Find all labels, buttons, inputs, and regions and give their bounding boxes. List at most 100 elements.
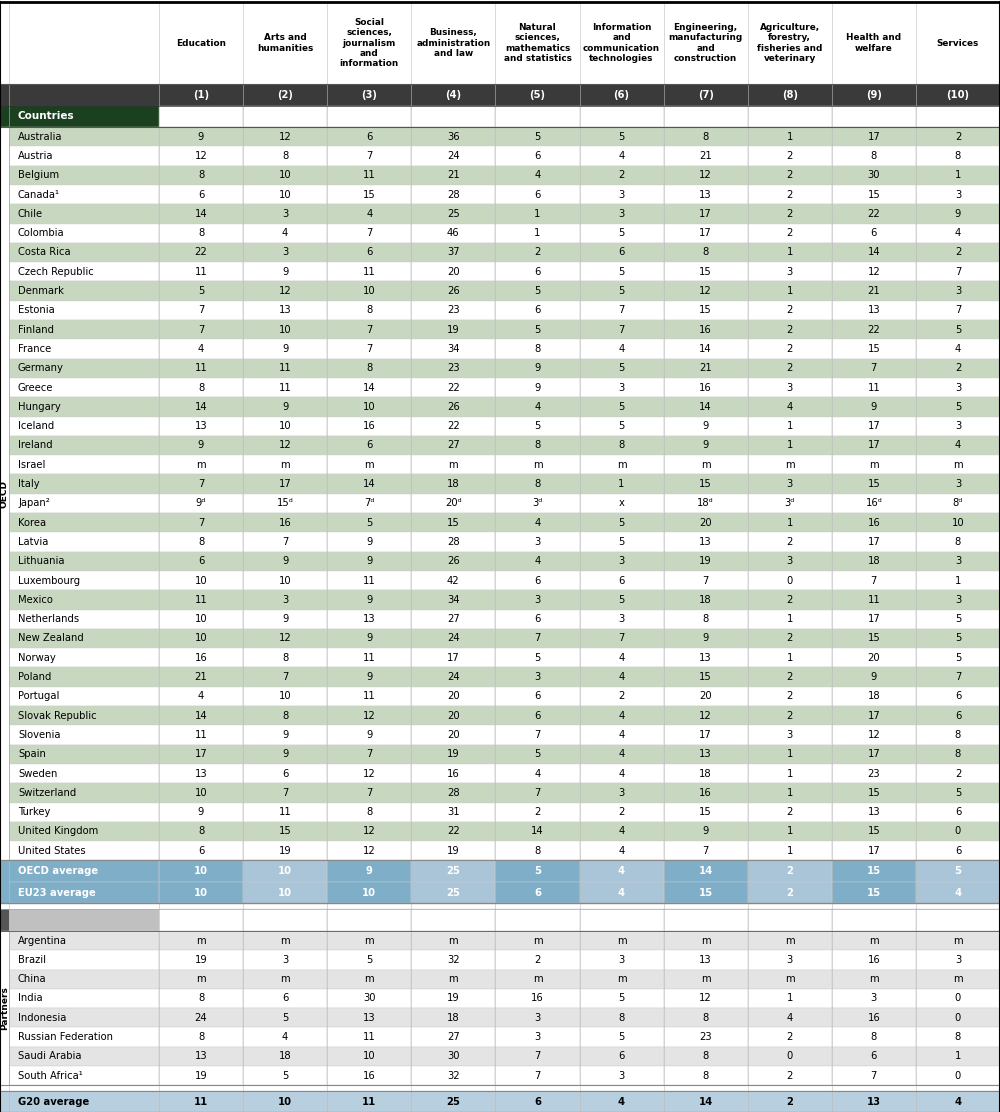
Text: 8: 8	[955, 151, 961, 161]
Text: 17: 17	[867, 131, 880, 141]
Text: 0: 0	[955, 993, 961, 1003]
Text: 12: 12	[363, 768, 376, 778]
Bar	[748, 1091, 832, 1112]
Text: 7: 7	[534, 1071, 541, 1081]
Bar	[243, 455, 327, 475]
Text: 5: 5	[366, 955, 372, 965]
Bar	[9, 783, 159, 803]
Text: 4: 4	[198, 344, 204, 354]
Bar	[580, 1066, 664, 1085]
Text: 2: 2	[787, 672, 793, 682]
Bar	[0, 436, 9, 455]
Text: 14: 14	[195, 711, 207, 721]
Text: 13: 13	[195, 768, 207, 778]
Text: 14: 14	[699, 1098, 713, 1108]
Bar	[664, 262, 748, 281]
Bar	[495, 397, 580, 417]
Bar	[9, 764, 159, 783]
Bar	[916, 725, 1000, 745]
Bar	[411, 339, 495, 358]
Bar	[0, 803, 9, 822]
Bar	[411, 185, 495, 205]
Bar	[580, 882, 664, 903]
Bar	[916, 803, 1000, 822]
Bar	[327, 397, 411, 417]
Bar	[327, 513, 411, 533]
Text: 11: 11	[362, 1098, 376, 1108]
Text: Education: Education	[176, 39, 226, 48]
Text: 6: 6	[366, 440, 372, 450]
Bar	[580, 989, 664, 1009]
Text: 4: 4	[618, 653, 625, 663]
Bar	[495, 1027, 580, 1046]
Text: 2: 2	[955, 248, 961, 258]
Text: 3: 3	[282, 248, 288, 258]
Text: 10: 10	[952, 518, 964, 528]
Bar	[327, 648, 411, 667]
Bar	[327, 1066, 411, 1085]
Text: 1: 1	[787, 518, 793, 528]
Text: 18: 18	[868, 556, 880, 566]
Bar	[159, 764, 243, 783]
Bar	[495, 745, 580, 764]
Bar	[832, 970, 916, 989]
Bar	[495, 205, 580, 224]
Text: 23: 23	[868, 768, 880, 778]
Bar	[9, 910, 159, 931]
Bar	[580, 970, 664, 989]
Text: 17: 17	[867, 711, 880, 721]
Bar	[748, 1046, 832, 1066]
Text: 5: 5	[955, 325, 961, 335]
Text: (4): (4)	[445, 90, 461, 100]
Text: 1: 1	[534, 209, 541, 219]
Bar	[580, 570, 664, 590]
Bar	[411, 494, 495, 513]
Text: 11: 11	[363, 267, 376, 277]
Bar	[664, 841, 748, 861]
Bar	[495, 931, 580, 950]
Text: United Kingdom: United Kingdom	[18, 826, 98, 836]
Text: 11: 11	[195, 267, 207, 277]
Text: 11: 11	[867, 383, 880, 393]
Bar	[916, 970, 1000, 989]
Bar	[9, 861, 159, 882]
Text: 19: 19	[195, 955, 207, 965]
Text: 20: 20	[868, 653, 880, 663]
Text: 24: 24	[447, 634, 460, 644]
Text: 7: 7	[198, 518, 204, 528]
Bar	[411, 667, 495, 687]
Text: 3: 3	[534, 672, 541, 682]
Bar	[327, 950, 411, 970]
Text: 17: 17	[867, 440, 880, 450]
Text: 8: 8	[282, 711, 288, 721]
Bar	[916, 262, 1000, 281]
Bar	[748, 628, 832, 648]
Bar	[9, 300, 159, 320]
Bar	[0, 166, 9, 185]
Text: 11: 11	[867, 595, 880, 605]
Bar	[580, 841, 664, 861]
Text: 8: 8	[955, 749, 961, 759]
Bar	[495, 552, 580, 570]
Text: 4: 4	[618, 151, 625, 161]
Bar	[0, 989, 9, 1009]
Bar	[159, 533, 243, 552]
Bar	[411, 882, 495, 903]
Bar	[159, 861, 243, 882]
Bar	[411, 803, 495, 822]
Bar	[9, 687, 159, 706]
Bar	[664, 185, 748, 205]
Bar	[495, 882, 580, 903]
Bar	[0, 85, 1000, 106]
Bar	[832, 882, 916, 903]
Text: 6: 6	[618, 576, 625, 586]
Bar	[0, 513, 9, 533]
Bar	[411, 1066, 495, 1085]
Text: 1: 1	[787, 131, 793, 141]
Bar	[0, 570, 9, 590]
Text: Greece: Greece	[18, 383, 54, 393]
Text: 8: 8	[534, 846, 541, 856]
Text: 3: 3	[955, 421, 961, 431]
Bar	[327, 861, 411, 882]
Text: 18: 18	[279, 1051, 291, 1061]
